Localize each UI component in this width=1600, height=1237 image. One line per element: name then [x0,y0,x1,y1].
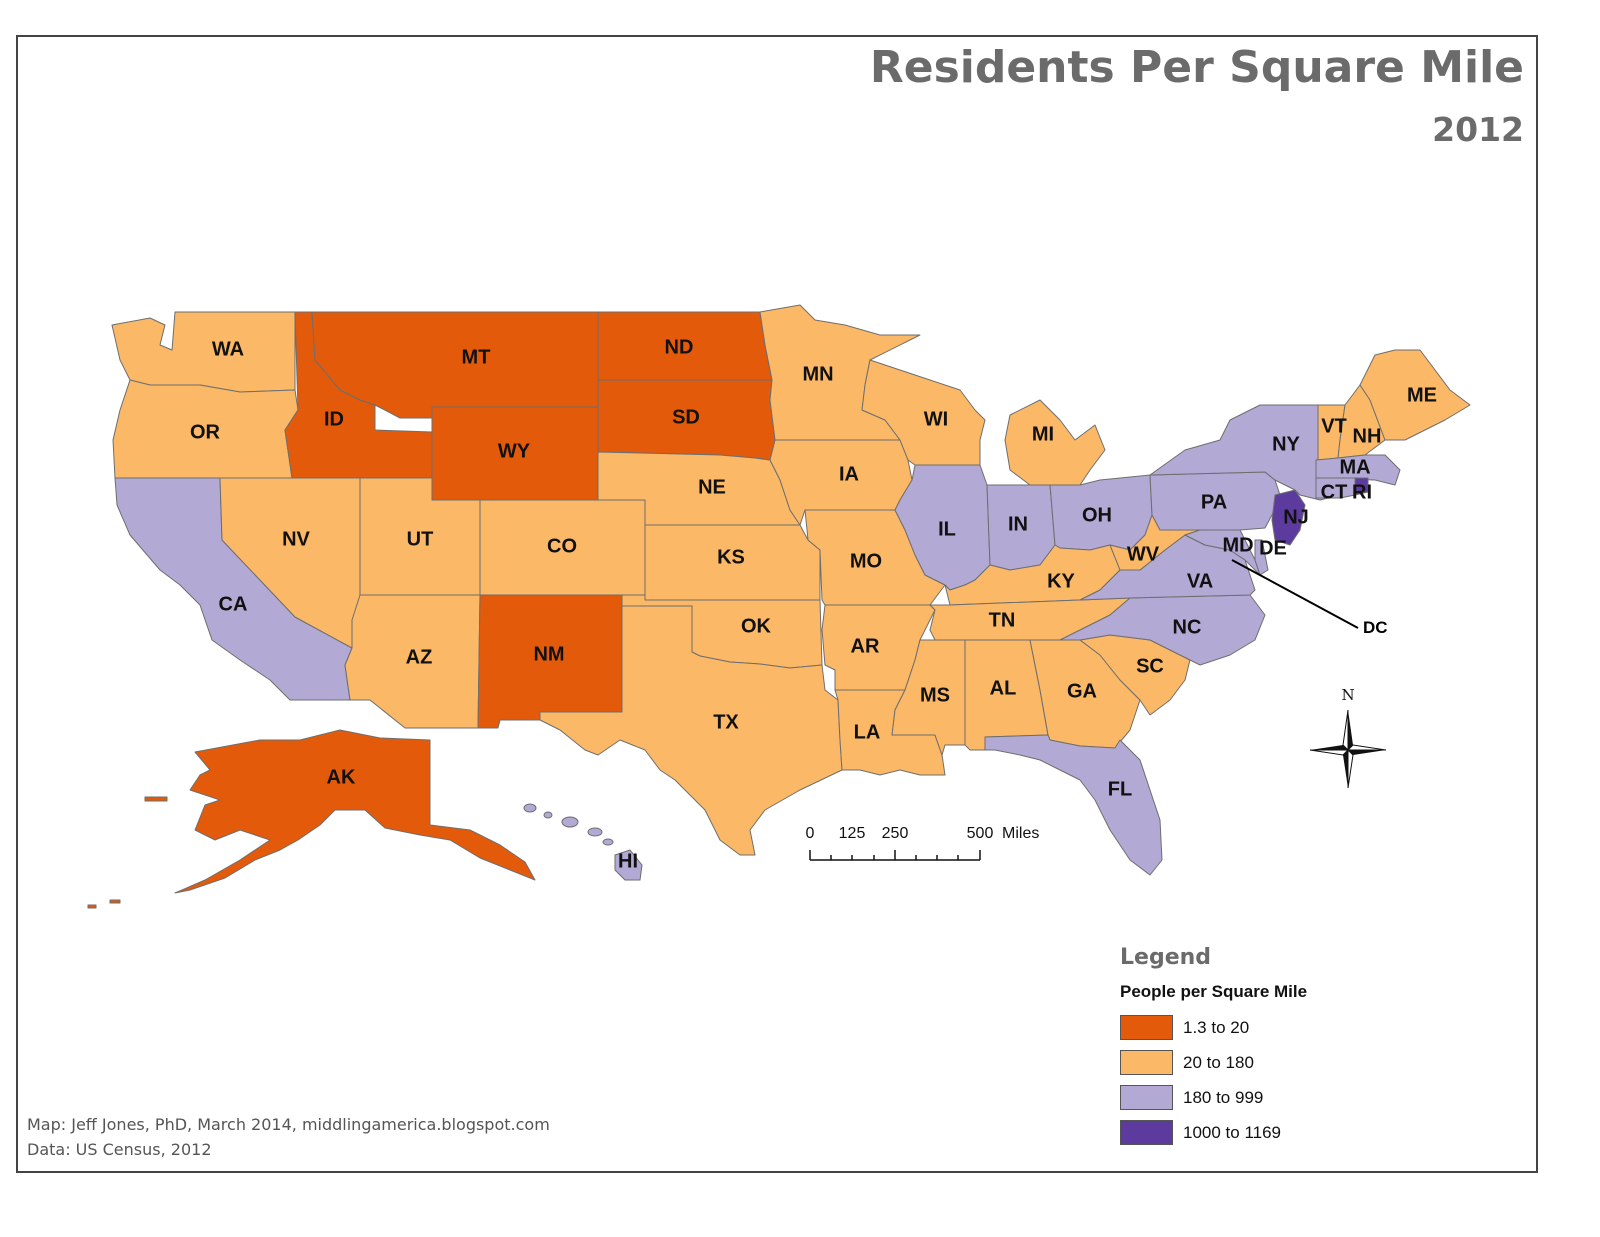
state-label-co: CO [547,535,577,557]
state-label-de: DE [1259,537,1287,559]
legend-item: 1000 to 1169 [1120,1115,1450,1150]
state-label-ak: AK [327,766,356,788]
state-hi[interactable] [614,849,643,881]
legend-item: 20 to 180 [1120,1045,1450,1080]
state-label-vt: VT [1321,415,1347,437]
data-credit: Data: US Census, 2012 [27,1140,212,1159]
legend: Legend People per Square Mile 1.3 to 20 … [1120,945,1450,1165]
state-label-wy: WY [498,440,531,462]
state-label-ia: IA [839,463,859,485]
state-label-ky: KY [1047,570,1075,592]
state-ak[interactable] [174,729,536,894]
state-label-id: ID [324,408,344,430]
state-me[interactable] [1359,349,1471,441]
state-label-wi: WI [924,408,948,430]
scale-tick-125: 125 [839,825,866,842]
state-label-nh: NH [1353,425,1382,447]
state-label-tn: TN [989,609,1016,631]
state-label-me: ME [1407,384,1437,406]
state-label-ar: AR [851,635,880,657]
legend-heading: Legend [1120,945,1212,970]
dc-leader-line [1231,559,1359,629]
state-label-oh: OH [1082,504,1112,526]
map-subtitle: 2012 [1432,110,1524,149]
scale-unit: Miles [1002,825,1039,842]
legend-item: 1.3 to 20 [1120,1010,1450,1045]
state-label-ok: OK [741,615,772,637]
state-label-sd: SD [672,406,700,428]
legend-label: 180 to 999 [1183,1087,1264,1107]
legend-label: 20 to 180 [1183,1052,1254,1072]
state-label-mt: MT [462,346,491,368]
state-label-or: OR [190,421,221,443]
state-label-az: AZ [406,646,433,668]
state-fl[interactable] [984,734,1163,876]
state-label-tx: TX [713,711,739,733]
north-label: N [1341,686,1354,704]
state-label-sc: SC [1136,655,1164,677]
states-layer [87,304,1471,909]
legend-swatch [1120,1085,1173,1110]
dc-callout: DC [1231,559,1388,637]
hawaii-islands [523,803,614,846]
state-label-nc: NC [1173,616,1202,638]
state-ri[interactable] [1354,477,1369,496]
legend-label: 1000 to 1169 [1183,1122,1281,1142]
state-label-ny: NY [1272,433,1300,455]
state-label-la: LA [854,721,881,743]
legend-swatch [1120,1050,1173,1075]
state-label-al: AL [990,677,1017,699]
aleutian-islands [87,796,168,909]
state-label-va: VA [1187,570,1213,592]
state-de[interactable] [1254,539,1269,576]
map-credit: Map: Jeff Jones, PhD, March 2014, middli… [27,1115,550,1134]
legend-swatch [1120,1120,1173,1145]
state-nc[interactable] [1059,594,1266,666]
scale-tick-250: 250 [882,825,909,842]
state-label-ks: KS [717,546,745,568]
state-label-wa: WA [212,338,244,360]
state-label-nj: NJ [1283,506,1309,528]
state-label-nm: NM [533,643,564,665]
state-label-wv: WV [1127,543,1160,565]
state-label-mi: MI [1032,423,1054,445]
state-label-pa: PA [1201,491,1227,513]
map-title: Residents Per Square Mile [869,42,1524,93]
labels-layer: WA OR CA ID NV MT WY UT AZ CO NM ND SD NE KS OK TX MN IA MO… [190,336,1437,872]
state-label-ms: MS [920,684,950,706]
state-mi[interactable] [1004,399,1106,486]
compass-rose-icon: N [1309,686,1387,789]
legend-item: 180 to 999 [1120,1080,1450,1115]
dc-label: DC [1363,618,1388,637]
state-label-mn: MN [802,363,833,385]
state-label-ca: CA [219,593,248,615]
state-label-ct: CT [1321,481,1348,503]
state-label-hi: HI [618,850,638,872]
state-wa[interactable] [111,311,296,393]
state-label-in: IN [1008,513,1028,535]
state-label-ma: MA [1339,456,1370,478]
state-label-il: IL [938,518,956,540]
state-label-ne: NE [698,476,726,498]
state-nj[interactable] [1271,489,1306,546]
state-ct[interactable] [1315,477,1356,499]
legend-subheading: People per Square Mile [1120,982,1308,1001]
scale-tick-0: 0 [806,825,815,842]
state-label-md: MD [1222,534,1253,556]
legend-label: 1.3 to 20 [1183,1017,1250,1037]
state-label-ut: UT [407,528,434,550]
state-label-fl: FL [1108,778,1132,800]
state-label-ri: RI [1352,481,1372,503]
state-label-ga: GA [1067,680,1097,702]
state-tx[interactable] [539,605,843,856]
legend-swatch [1120,1015,1173,1040]
state-label-mo: MO [850,550,882,572]
state-label-nv: NV [282,528,310,550]
scale-bar: 0 125 250 500 Miles [806,825,1039,861]
scale-tick-500: 500 [967,825,994,842]
state-label-nd: ND [665,336,694,358]
